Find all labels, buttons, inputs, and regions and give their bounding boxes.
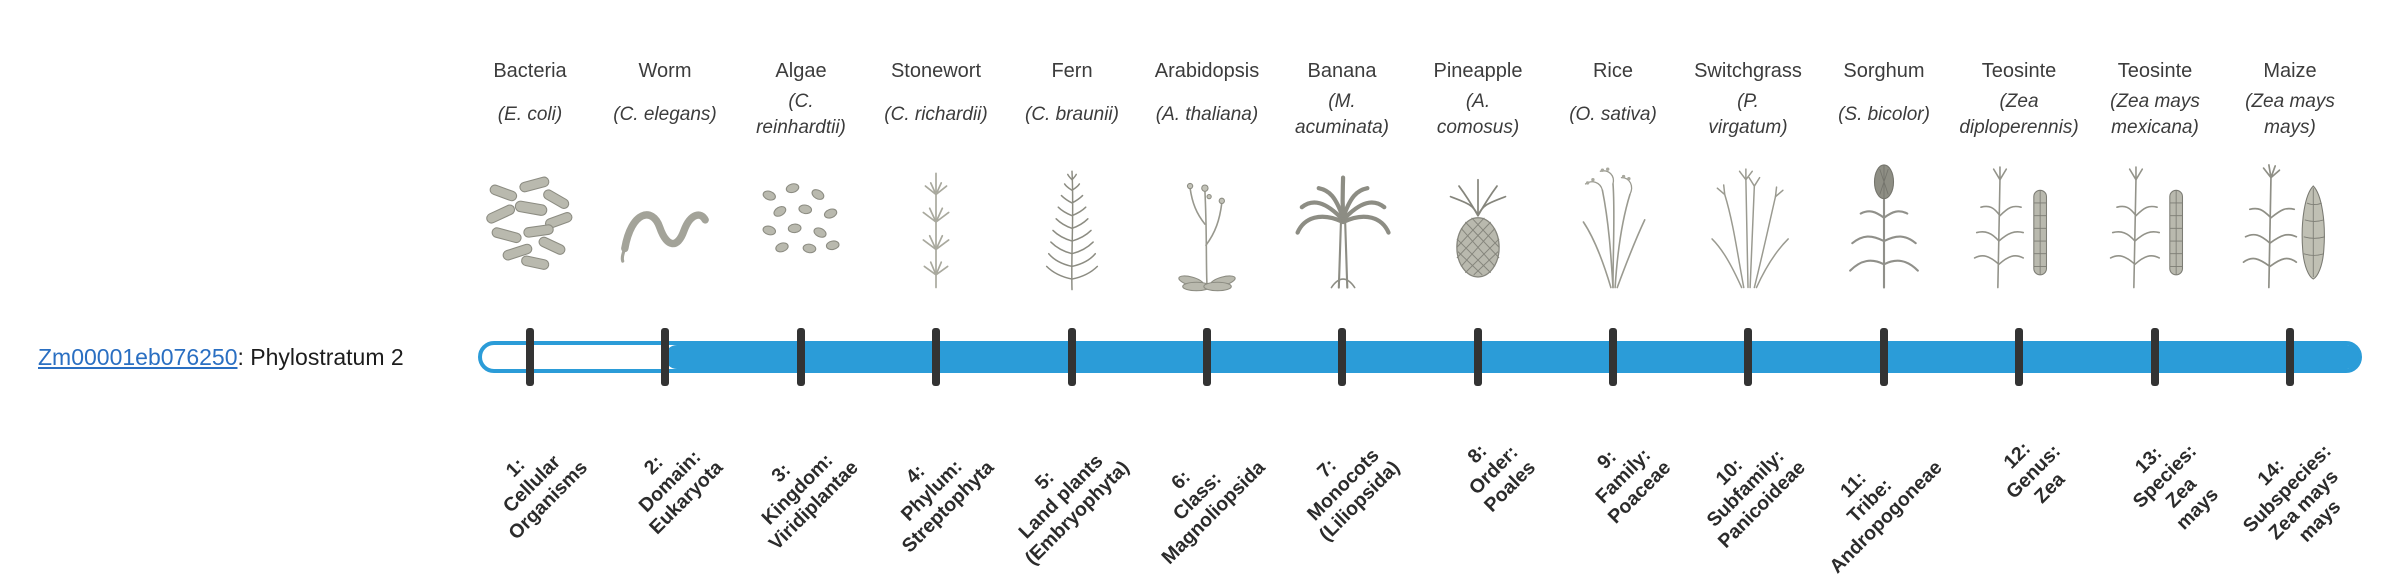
stratum-tick bbox=[1880, 328, 1888, 386]
stratum-tick bbox=[2015, 328, 2023, 386]
organism-common-name: Teosinte bbox=[1981, 60, 2057, 82]
organism-scientific-name: (C. richardii) bbox=[884, 104, 988, 125]
organism-common-name: Pineapple bbox=[1433, 60, 1523, 82]
organism-scientific-name: (O. sativa) bbox=[1569, 104, 1657, 125]
arabidopsis-icon bbox=[1147, 144, 1267, 296]
timeline-bar bbox=[478, 341, 2362, 373]
sorghum-icon bbox=[1824, 144, 1944, 296]
banana-icon bbox=[1282, 144, 1402, 296]
organism-common-name: Sorghum bbox=[1843, 60, 1925, 82]
organism-column: Arabidopsis (A. thaliana) bbox=[1132, 56, 1282, 296]
organism-common-name: Fern bbox=[1051, 60, 1093, 82]
stratum-rank-label: 3: Kingdom: Viridiplantae bbox=[757, 449, 864, 555]
organism-scientific-name: (A. thaliana) bbox=[1155, 104, 1259, 125]
stratum-tick bbox=[1338, 328, 1346, 386]
algae-icon bbox=[741, 144, 861, 296]
stratum-tick bbox=[1068, 328, 1076, 386]
stratum-tick bbox=[2151, 328, 2159, 386]
organism-common-name: Stonewort bbox=[890, 60, 982, 82]
stratum-rank-label: 8: Order: Poales bbox=[1463, 440, 1541, 517]
organism-scientific-name: (C. reinhardtii) bbox=[756, 91, 846, 138]
organism-column: Algae (C. reinhardtii) bbox=[726, 56, 876, 296]
stratum-rank-label: 2: Domain: Eukaryota bbox=[634, 446, 728, 539]
organism-scientific-name: (C. elegans) bbox=[613, 104, 717, 125]
rice-icon bbox=[1553, 144, 1673, 296]
organism-column: Pineapple (A. comosus) bbox=[1403, 56, 1553, 296]
organism-column: Switchgrass (P. virgatum) bbox=[1673, 56, 1823, 296]
organism-common-name: Algae bbox=[775, 60, 827, 82]
organism-column: Worm (C. elegans) bbox=[590, 56, 740, 296]
organism-column: Bacteria (E. coli) bbox=[455, 56, 605, 296]
bacteria-icon bbox=[470, 144, 590, 296]
organism-column: Stonewort (C. richardii) bbox=[861, 56, 1011, 296]
organism-common-name: Switchgrass bbox=[1694, 60, 1802, 82]
stratum-rank-label: 10: Subfamily: Panicoideae bbox=[1702, 445, 1811, 553]
organism-column: Rice (O. sativa) bbox=[1538, 56, 1688, 296]
stratum-tick bbox=[1744, 328, 1752, 386]
stratum-rank-label: 9: Family: Poaceae bbox=[1591, 444, 1676, 529]
stratum-tick bbox=[2286, 328, 2294, 386]
organism-column: Maize (Zea mays mays) bbox=[2215, 56, 2365, 296]
organism-column: Teosinte (Zea diploperennis) bbox=[1944, 56, 2094, 296]
organism-scientific-name: (A. comosus) bbox=[1436, 91, 1520, 138]
organism-scientific-name: (Zea mays mays) bbox=[2245, 91, 2335, 138]
stratum-tick bbox=[1203, 328, 1211, 386]
worm-icon bbox=[605, 144, 725, 296]
organism-scientific-name: (M. acuminata) bbox=[1295, 91, 1389, 138]
organism-common-name: Banana bbox=[1307, 60, 1377, 82]
stratum-rank-label: 1: Cellular Organisms bbox=[498, 450, 593, 545]
organism-column: Fern (C. braunii) bbox=[997, 56, 1147, 296]
stratum-tick bbox=[1609, 328, 1617, 386]
organism-column: Teosinte (Zea mays mexicana) bbox=[2080, 56, 2230, 296]
stratum-tick bbox=[932, 328, 940, 386]
organism-scientific-name: (P. virgatum) bbox=[1708, 91, 1788, 138]
organism-common-name: Rice bbox=[1592, 60, 1633, 82]
pineapple-icon bbox=[1418, 144, 1538, 296]
stratum-tick bbox=[1474, 328, 1482, 386]
stratum-rank-label: 7: Monocots (Liliopsida) bbox=[1302, 444, 1405, 546]
organism-common-name: Worm bbox=[638, 60, 692, 82]
gene-id-link[interactable]: Zm00001eb076250 bbox=[38, 344, 238, 370]
organism-common-name: Teosinte bbox=[2117, 60, 2193, 82]
fern-icon bbox=[1012, 144, 1132, 296]
stratum-rank-label: 4: Phylum: Streptophyta bbox=[896, 455, 999, 558]
stratum-rank-label: 11: Tribe: Andropogoneae bbox=[1824, 456, 1947, 578]
organism-common-name: Arabidopsis bbox=[1154, 60, 1260, 82]
stratum-rank-label: 12: Genus: Zea bbox=[1999, 437, 2070, 508]
phylostratum-text: : Phylostratum 2 bbox=[237, 344, 404, 370]
organism-column: Sorghum (S. bicolor) bbox=[1809, 56, 1959, 296]
stratum-rank-label: 13: Species: Zea mays bbox=[2128, 440, 2223, 535]
organism-common-name: Bacteria bbox=[493, 60, 567, 82]
organism-scientific-name: (S. bicolor) bbox=[1838, 104, 1930, 125]
organism-common-name: Maize bbox=[2263, 60, 2317, 82]
gene-phylostratum-label: Zm00001eb076250: Phylostratum 2 bbox=[38, 342, 404, 372]
organism-scientific-name: (Zea diploperennis) bbox=[1959, 91, 2079, 138]
stratum-tick bbox=[797, 328, 805, 386]
teosinte-icon bbox=[1959, 144, 2079, 296]
timeline-bar-fill bbox=[665, 345, 2359, 369]
stratum-tick bbox=[526, 328, 534, 386]
stratum-rank-label: 6: Class: Magnoliopsida bbox=[1157, 456, 1270, 569]
stonewort-icon bbox=[876, 144, 996, 296]
organism-column: Banana (M. acuminata) bbox=[1267, 56, 1417, 296]
organism-scientific-name: (Zea mays mexicana) bbox=[2110, 91, 2200, 138]
organism-scientific-name: (C. braunii) bbox=[1025, 104, 1119, 125]
switchgrass-icon bbox=[1688, 144, 1808, 296]
stratum-rank-label: 5: Land plants (Embryophyta) bbox=[1014, 450, 1135, 570]
teosinte-icon bbox=[2095, 144, 2215, 296]
organism-scientific-name: (E. coli) bbox=[497, 104, 563, 125]
maize-icon bbox=[2230, 144, 2350, 296]
stratum-rank-label: 14: Subspecies: Zea mays mays bbox=[2239, 440, 2346, 547]
stratum-tick bbox=[661, 328, 669, 386]
